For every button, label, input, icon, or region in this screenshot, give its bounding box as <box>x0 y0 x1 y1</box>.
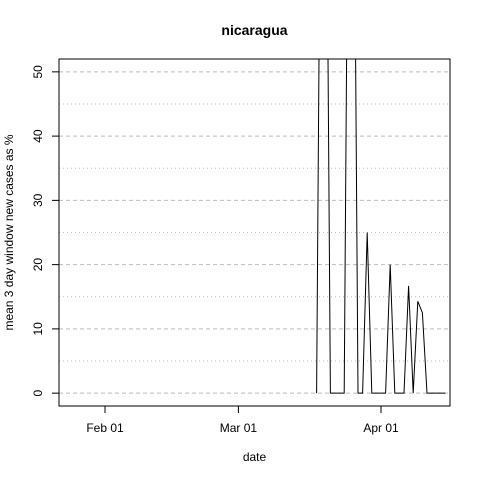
x-axis-label: date <box>243 450 267 464</box>
y-tick-label: 30 <box>31 193 45 207</box>
series <box>316 59 446 394</box>
series-line <box>316 59 446 394</box>
x-tick-label: Apr 01 <box>363 421 399 435</box>
y-tick-label: 50 <box>31 65 45 79</box>
x-axis: Feb 01 Mar 01 Apr 01 <box>86 406 399 435</box>
y-axis-label: mean 3 day window new cases as % <box>2 134 16 330</box>
y-tick-label: 20 <box>31 258 45 272</box>
x-tick-label: Mar 01 <box>220 421 258 435</box>
y-axis: 0 10 20 30 40 50 <box>31 65 59 396</box>
chart-title: nicaragua <box>221 22 287 38</box>
y-tick-label: 40 <box>31 129 45 143</box>
x-tick-label: Feb 01 <box>86 421 124 435</box>
y-tick-label: 0 <box>31 389 45 396</box>
y-tick-label: 10 <box>31 322 45 336</box>
plot-frame <box>58 58 451 407</box>
grid <box>59 71 450 394</box>
